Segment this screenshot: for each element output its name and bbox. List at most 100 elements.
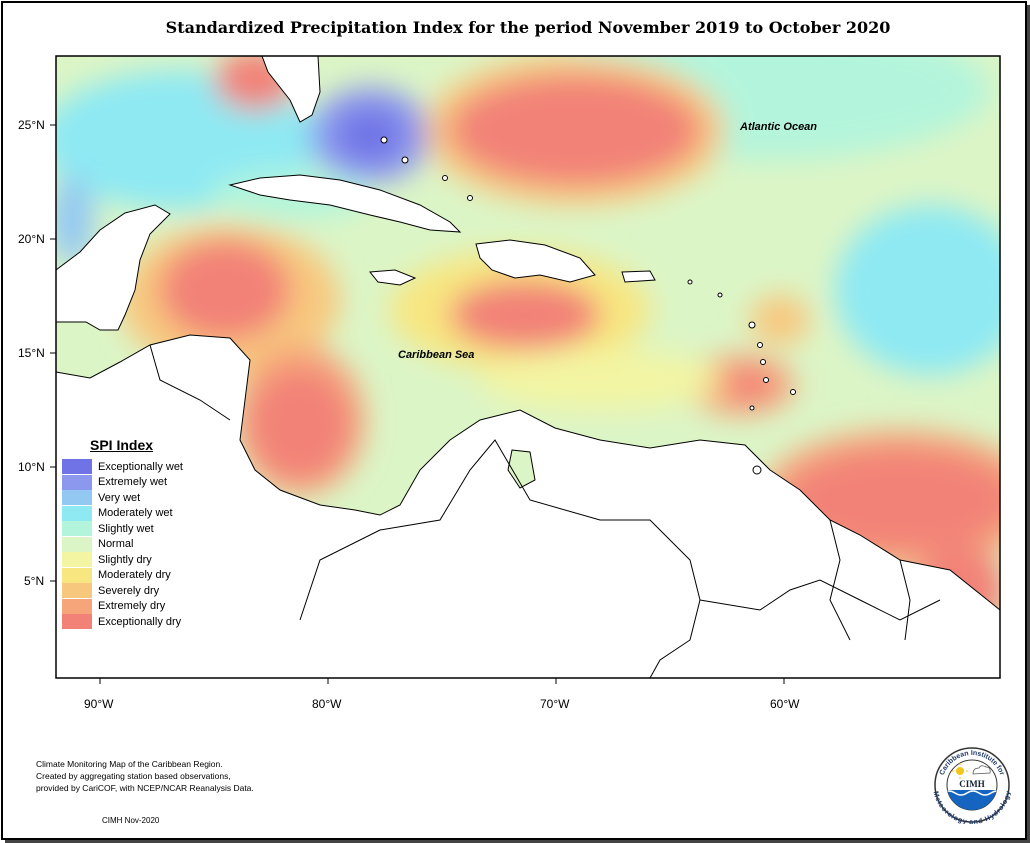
island-virgin bbox=[687, 279, 693, 285]
legend-title: SPI Index bbox=[90, 437, 154, 453]
puerto-rico bbox=[621, 270, 656, 283]
lake-maracaibo bbox=[507, 449, 536, 489]
legend-label: Extremely wet bbox=[98, 476, 168, 489]
legend-item: Exceptionally wet bbox=[62, 459, 183, 475]
wet-core-bahamas bbox=[338, 109, 402, 161]
caribbean-label: Caribbean Sea bbox=[398, 349, 474, 361]
border-suriname bbox=[899, 559, 911, 641]
border-guyana bbox=[829, 519, 851, 641]
dry-core-windward bbox=[730, 367, 770, 403]
south-central-america bbox=[56, 334, 1000, 678]
cuba bbox=[228, 174, 462, 233]
slightly-dry-zone bbox=[480, 350, 720, 410]
legend-label: Exceptionally dry bbox=[98, 615, 182, 628]
florida bbox=[261, 56, 321, 123]
caption-line-2: Created by aggregating station based obs… bbox=[36, 771, 231, 781]
legend-item: Slightly dry bbox=[62, 552, 183, 568]
legend-label: Extremely dry bbox=[98, 600, 166, 613]
yucatan bbox=[56, 204, 171, 331]
border-brazil bbox=[699, 579, 941, 621]
island-martinique bbox=[760, 359, 766, 365]
legend-label: Moderately dry bbox=[98, 569, 171, 582]
small-islands bbox=[380, 136, 796, 475]
legend-item: Exceptionally dry bbox=[62, 614, 183, 630]
island-dominica bbox=[757, 342, 763, 348]
lon-label-70w: 70°W bbox=[540, 697, 570, 711]
legend-item: Extremely wet bbox=[62, 474, 183, 491]
legend-item: Severely dry bbox=[62, 583, 183, 599]
island-antigua bbox=[717, 292, 723, 298]
legend-label: Slightly dry bbox=[98, 553, 152, 566]
legend-label: Moderately wet bbox=[98, 507, 173, 520]
legend-swatch bbox=[62, 459, 92, 475]
wet-zone-yucatan bbox=[56, 175, 94, 265]
legend-label: Slightly wet bbox=[98, 522, 154, 535]
island-st-lucia bbox=[763, 377, 769, 383]
island-bahamas-1 bbox=[380, 136, 388, 144]
lon-label-90w: 90°W bbox=[84, 697, 114, 711]
dry-core-caribbean bbox=[450, 280, 600, 350]
lon-label-60w: 60°W bbox=[770, 697, 800, 711]
lat-label-25n: 25°N bbox=[18, 118, 45, 132]
atlantic-label: Atlantic Ocean bbox=[739, 121, 817, 133]
map-title: Standardized Precipitation Index for the… bbox=[165, 18, 891, 37]
legend-swatch bbox=[62, 490, 92, 506]
sun-icon bbox=[956, 767, 964, 775]
dry-core-atlantic bbox=[450, 75, 700, 185]
lat-label-15n: 15°N bbox=[18, 346, 45, 360]
land-masses bbox=[56, 56, 1000, 678]
legend-item: Slightly wet bbox=[62, 521, 183, 537]
legend-swatch bbox=[62, 614, 92, 630]
island-trinidad bbox=[752, 465, 762, 475]
legend-swatch bbox=[62, 474, 92, 490]
lat-label-20n: 20°N bbox=[18, 232, 45, 246]
legend-item: Normal bbox=[62, 536, 183, 553]
legend-swatch bbox=[62, 521, 92, 537]
legend-swatch bbox=[62, 505, 92, 521]
logo-acronym: CIMH bbox=[959, 779, 985, 789]
legend-rows: Exceptionally wet Extremely wet Very wet Mo… bbox=[62, 459, 183, 630]
cimh-logo: CIMH Caribbean Institute for Meteorology… bbox=[933, 747, 1011, 824]
legend-label: Normal bbox=[98, 538, 134, 551]
dry-core-nicaragua bbox=[250, 370, 350, 480]
island-barbados bbox=[790, 389, 796, 395]
spi-legend: SPI Index Exceptionally wet Extremely wet… bbox=[62, 437, 183, 630]
border-colombia-venezuela bbox=[299, 439, 701, 678]
lat-label-5n: 5°N bbox=[24, 574, 45, 588]
legend-swatch bbox=[62, 567, 92, 583]
wave-icon bbox=[947, 790, 997, 796]
legend-swatch bbox=[62, 552, 92, 568]
border-central-america bbox=[149, 344, 231, 421]
legend-item: Extremely dry bbox=[62, 598, 183, 615]
caption-line-1: Climate Monitoring Map of the Caribbean … bbox=[36, 759, 223, 769]
borders bbox=[149, 344, 941, 678]
plot-border bbox=[55, 55, 1001, 679]
island-bahamas-2 bbox=[401, 156, 409, 164]
legend-label: Very wet bbox=[98, 491, 141, 504]
island-guadeloupe bbox=[748, 321, 756, 329]
legend-item: Moderately dry bbox=[62, 567, 183, 584]
map-caption: Climate Monitoring Map of the Caribbean … bbox=[36, 758, 254, 794]
legend-label: Exceptionally wet bbox=[98, 460, 183, 473]
jamaica bbox=[369, 269, 417, 286]
dry-zone-leeward bbox=[750, 295, 810, 345]
hispaniola bbox=[475, 239, 596, 283]
legend-item: Moderately wet bbox=[62, 505, 183, 522]
credit-text: CIMH Nov-2020 bbox=[102, 816, 160, 825]
lat-label-10n: 10°N bbox=[18, 460, 45, 474]
legend-swatch bbox=[62, 598, 92, 614]
wet-zone-east bbox=[835, 205, 1000, 375]
legend-swatch bbox=[62, 536, 92, 552]
island-grenada bbox=[749, 405, 755, 411]
sun-rays-icon bbox=[952, 763, 968, 779]
legend-item: Very wet bbox=[62, 490, 183, 506]
caption-line-3: provided by CariCOF, with NCEP/NCAR Rean… bbox=[36, 783, 254, 793]
axis-ticks bbox=[50, 124, 785, 684]
lon-label-80w: 80°W bbox=[312, 697, 342, 711]
legend-label: Severely dry bbox=[98, 584, 160, 597]
cloud-icon bbox=[972, 765, 991, 775]
dry-core-honduras bbox=[160, 240, 290, 340]
island-bahamas-3 bbox=[442, 175, 448, 181]
island-turks bbox=[467, 195, 473, 201]
